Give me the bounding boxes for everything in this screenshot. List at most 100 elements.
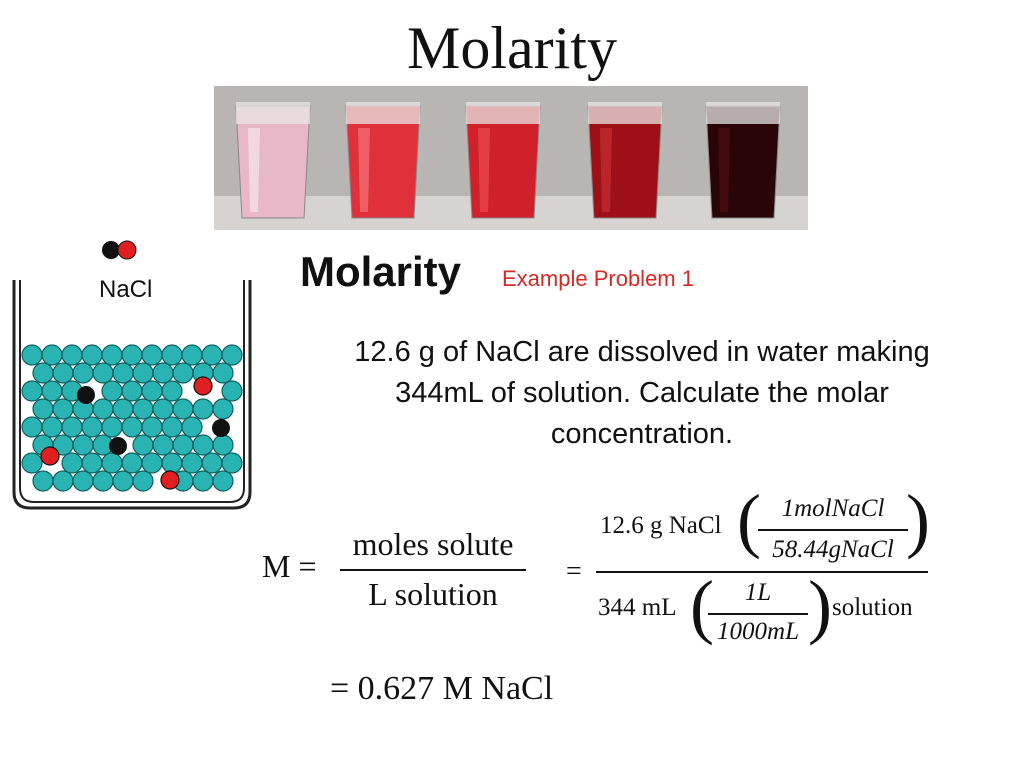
problem-statement: 12.6 g of NaCl are dissolved in water ma…: [292, 332, 992, 455]
water-molecule: [72, 434, 94, 456]
water-molecule: [41, 416, 63, 438]
sodium-ion: [160, 470, 180, 490]
water-molecule: [132, 434, 154, 456]
water-molecule: [81, 452, 103, 474]
water-molecule: [32, 470, 54, 492]
nacl-label: NaCl: [99, 276, 153, 303]
slide-title: Molarity: [407, 15, 617, 81]
solution-unit: solution: [832, 594, 913, 621]
cup-highlight: [718, 128, 730, 212]
water-molecule: [32, 362, 54, 384]
water-molecule: [61, 452, 83, 474]
cup-rim: [706, 102, 780, 124]
volume-conversion-numerator-text: 1L: [744, 579, 772, 606]
water-molecule: [61, 416, 83, 438]
water-molecule: [132, 362, 154, 384]
water-molecule: [192, 470, 214, 492]
water-molecule: [81, 344, 103, 366]
cup-rim: [588, 102, 662, 124]
volume-conversion-numerator: 1L: [706, 579, 810, 607]
water-molecule: [161, 344, 183, 366]
water-molecule: [192, 398, 214, 420]
water-molecule: [141, 452, 163, 474]
chloride-ion: [212, 419, 230, 437]
water-molecule: [181, 452, 203, 474]
water-molecule: [212, 470, 234, 492]
cup-rim: [466, 102, 540, 124]
water-molecule: [52, 362, 74, 384]
molarity-symbol: M =: [262, 548, 317, 584]
water-molecule: [181, 416, 203, 438]
water-molecule: [161, 452, 183, 474]
water-molecule: [172, 362, 194, 384]
right-paren: ): [906, 480, 930, 560]
conversion-numerator: 1molNaCl: [758, 495, 908, 523]
water-molecule: [141, 416, 163, 438]
water-molecule: [132, 470, 154, 492]
water-molecule: [121, 452, 143, 474]
water-molecule: [221, 380, 243, 402]
water-molecule: [101, 452, 123, 474]
water-molecule: [161, 380, 183, 402]
sodium-ion: [40, 446, 60, 466]
water-molecule: [192, 434, 214, 456]
cup-highlight: [358, 128, 370, 212]
water-molecule: [172, 434, 194, 456]
water-molecule: [212, 398, 234, 420]
water-molecule: [132, 398, 154, 420]
left-paren: (: [737, 480, 761, 560]
result: = 0.627 M NaCl: [330, 670, 554, 707]
cup-rim: [346, 102, 420, 124]
water-molecule: [101, 416, 123, 438]
main-fraction-bar: [596, 571, 928, 573]
water-molecule: [52, 470, 74, 492]
equals-sign: =: [566, 556, 582, 587]
sodium-ion: [193, 376, 213, 396]
water-molecule: [112, 470, 134, 492]
water-molecule: [92, 470, 114, 492]
water-molecule: [121, 416, 143, 438]
water-molecule: [221, 344, 243, 366]
water-molecule: [201, 452, 223, 474]
cups-photo: [214, 86, 808, 230]
formula-denominator: L solution: [368, 576, 498, 612]
water-molecule: [112, 362, 134, 384]
water-molecule: [161, 416, 183, 438]
problem-line: 12.6 g of NaCl are dissolved in water ma…: [354, 336, 930, 368]
water-molecule: [112, 398, 134, 420]
volume-conversion-denominator-text: 1000mL: [717, 618, 799, 645]
water-molecule: [181, 344, 203, 366]
volume-conversion-bar: [708, 613, 808, 615]
section-heading: Molarity: [300, 248, 462, 295]
water-molecule: [172, 398, 194, 420]
water-molecule: [21, 416, 43, 438]
mass-value: 12.6 g NaCl: [600, 512, 722, 539]
conversion-denominator: 58.44gNaCl: [758, 536, 908, 564]
water-molecule: [21, 380, 43, 402]
water-molecule: [32, 398, 54, 420]
water-molecule: [41, 344, 63, 366]
water-molecule: [92, 398, 114, 420]
water-molecule: [72, 362, 94, 384]
water-molecule: [141, 344, 163, 366]
problem-line: 344mL of solution. Calculate the molar: [395, 377, 889, 409]
water-molecule: [21, 344, 43, 366]
conversion-numerator-text: 1molNaCl: [781, 495, 885, 522]
right-paren: ): [808, 566, 832, 646]
fraction-bar: [340, 569, 526, 571]
water-molecule: [152, 362, 174, 384]
water-molecule: [41, 380, 63, 402]
water-molecule: [21, 452, 43, 474]
left-paren: (: [690, 566, 714, 646]
volume-value: 344 mL: [598, 594, 677, 621]
chloride-ion: [109, 437, 127, 455]
formula-numerator: moles solute: [352, 526, 514, 562]
cup-highlight: [248, 128, 260, 212]
water-molecule: [121, 344, 143, 366]
cup-highlight: [600, 128, 612, 212]
conversion-bar: [758, 529, 908, 531]
water-molecule: [61, 344, 83, 366]
cup-highlight: [478, 128, 490, 212]
water-molecule: [101, 344, 123, 366]
water-molecule: [201, 344, 223, 366]
